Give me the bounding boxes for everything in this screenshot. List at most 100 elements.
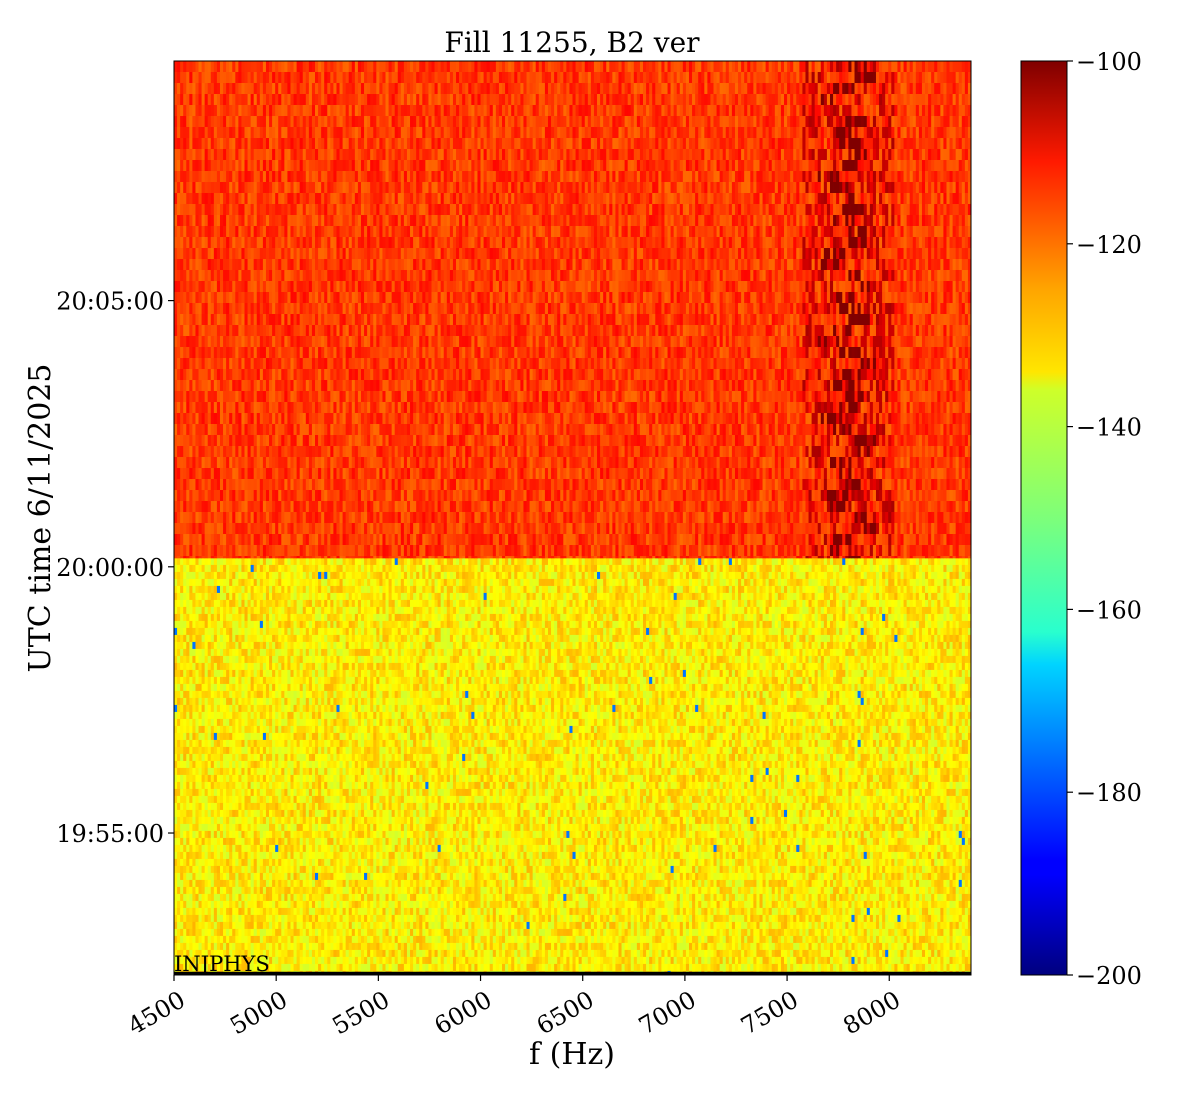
heatmap-cell <box>253 676 258 685</box>
heatmap-cell <box>342 690 347 699</box>
heatmap-cell <box>425 592 429 601</box>
heatmap-cell <box>535 634 540 643</box>
heatmap-cell <box>826 669 831 678</box>
heatmap-cell <box>477 655 481 664</box>
heatmap-cell <box>281 690 285 699</box>
heatmap-cell <box>931 613 935 622</box>
heatmap-cell <box>704 676 708 685</box>
heatmap-cell <box>275 592 279 601</box>
heatmap-cell <box>544 571 549 580</box>
heatmap-cell <box>701 564 705 573</box>
heatmap-cell <box>505 571 509 580</box>
heatmap-cell <box>768 571 773 580</box>
heatmap-cell <box>348 578 353 587</box>
heatmap-cell <box>315 683 319 692</box>
heatmap-cell <box>532 655 537 664</box>
heatmap-cell <box>241 564 245 573</box>
heatmap-cell <box>397 557 402 566</box>
heatmap-cell <box>790 634 794 643</box>
heatmap-cell <box>967 578 972 587</box>
heatmap-cell <box>198 634 202 643</box>
heatmap-cell <box>857 613 862 622</box>
heatmap-cell <box>774 648 779 657</box>
heatmap-cell <box>584 662 589 671</box>
heatmap-cell <box>456 648 460 657</box>
heatmap-cell <box>360 669 365 678</box>
heatmap-cell <box>195 585 199 594</box>
heatmap-cell <box>367 655 371 664</box>
heatmap-cell <box>554 613 558 622</box>
heatmap-cell <box>823 620 828 629</box>
heatmap-cell <box>716 564 721 573</box>
heatmap-cell <box>351 655 356 664</box>
heatmap-cell <box>186 571 190 580</box>
heatmap-cell <box>918 641 923 650</box>
heatmap-cell <box>489 648 494 657</box>
heatmap-cell <box>213 613 218 622</box>
heatmap-cell <box>897 557 901 566</box>
heatmap-cell <box>569 676 573 685</box>
heatmap-cell <box>287 613 291 622</box>
heatmap-cell <box>934 599 938 608</box>
heatmap-cell <box>793 669 797 678</box>
heatmap-cell <box>204 620 209 629</box>
heatmap-cell <box>354 557 359 566</box>
heatmap-cell <box>639 620 644 629</box>
heatmap-cell <box>955 578 960 587</box>
heatmap-cell <box>428 585 432 594</box>
heatmap-cell <box>428 655 432 664</box>
heatmap-cell <box>633 578 638 587</box>
heatmap-cell <box>759 564 763 573</box>
heatmap-cell <box>931 585 935 594</box>
heatmap-cell <box>299 641 304 650</box>
heatmap-cell <box>854 662 858 671</box>
heatmap-cell <box>964 655 969 664</box>
heatmap-cell <box>964 606 969 615</box>
heatmap-cell <box>780 620 785 629</box>
heatmap-cell <box>443 606 448 615</box>
heatmap-cell <box>498 683 503 692</box>
heatmap-cell <box>229 648 233 657</box>
heatmap-cell <box>511 669 515 678</box>
heatmap-cell <box>848 662 852 671</box>
heatmap-cell <box>204 662 209 671</box>
heatmap-cell <box>339 676 343 685</box>
heatmap-cell <box>226 627 230 636</box>
heatmap-cell <box>593 669 598 678</box>
heatmap-cell <box>725 578 730 587</box>
heatmap-cell <box>462 641 466 650</box>
heatmap-cell <box>741 669 745 678</box>
heatmap-cell <box>416 641 420 650</box>
heatmap-cell <box>753 606 757 615</box>
heatmap-cell <box>511 627 515 636</box>
heatmap-cell <box>679 578 684 587</box>
heatmap-cell <box>707 648 711 657</box>
heatmap-cell <box>272 690 276 699</box>
heatmap-cell <box>738 655 742 664</box>
heatmap-cell <box>894 571 898 580</box>
heatmap-cell <box>805 557 809 566</box>
heatmap-cell <box>722 620 727 629</box>
heatmap-cell <box>465 641 469 650</box>
heatmap-cell <box>551 655 555 664</box>
heatmap-cell <box>290 578 294 587</box>
heatmap-cell <box>921 641 926 650</box>
heatmap-cell <box>967 592 972 601</box>
heatmap-cell <box>618 613 622 622</box>
heatmap-cell <box>360 585 365 594</box>
heatmap-cell <box>612 676 616 685</box>
heatmap-cell <box>597 669 601 678</box>
heatmap-cell <box>560 613 564 622</box>
heatmap-cell <box>434 627 439 636</box>
heatmap-cell <box>385 655 389 664</box>
heatmap-cell <box>235 564 239 573</box>
heatmap-cell <box>836 655 840 664</box>
heatmap-cell <box>891 641 895 650</box>
heatmap-cell <box>354 592 359 601</box>
heatmap-cell <box>198 690 202 699</box>
heatmap-cell <box>906 578 911 587</box>
heatmap-cell <box>397 578 402 587</box>
heatmap-cell <box>875 606 880 615</box>
heatmap-cell <box>293 655 298 664</box>
heatmap-cell <box>213 655 218 664</box>
